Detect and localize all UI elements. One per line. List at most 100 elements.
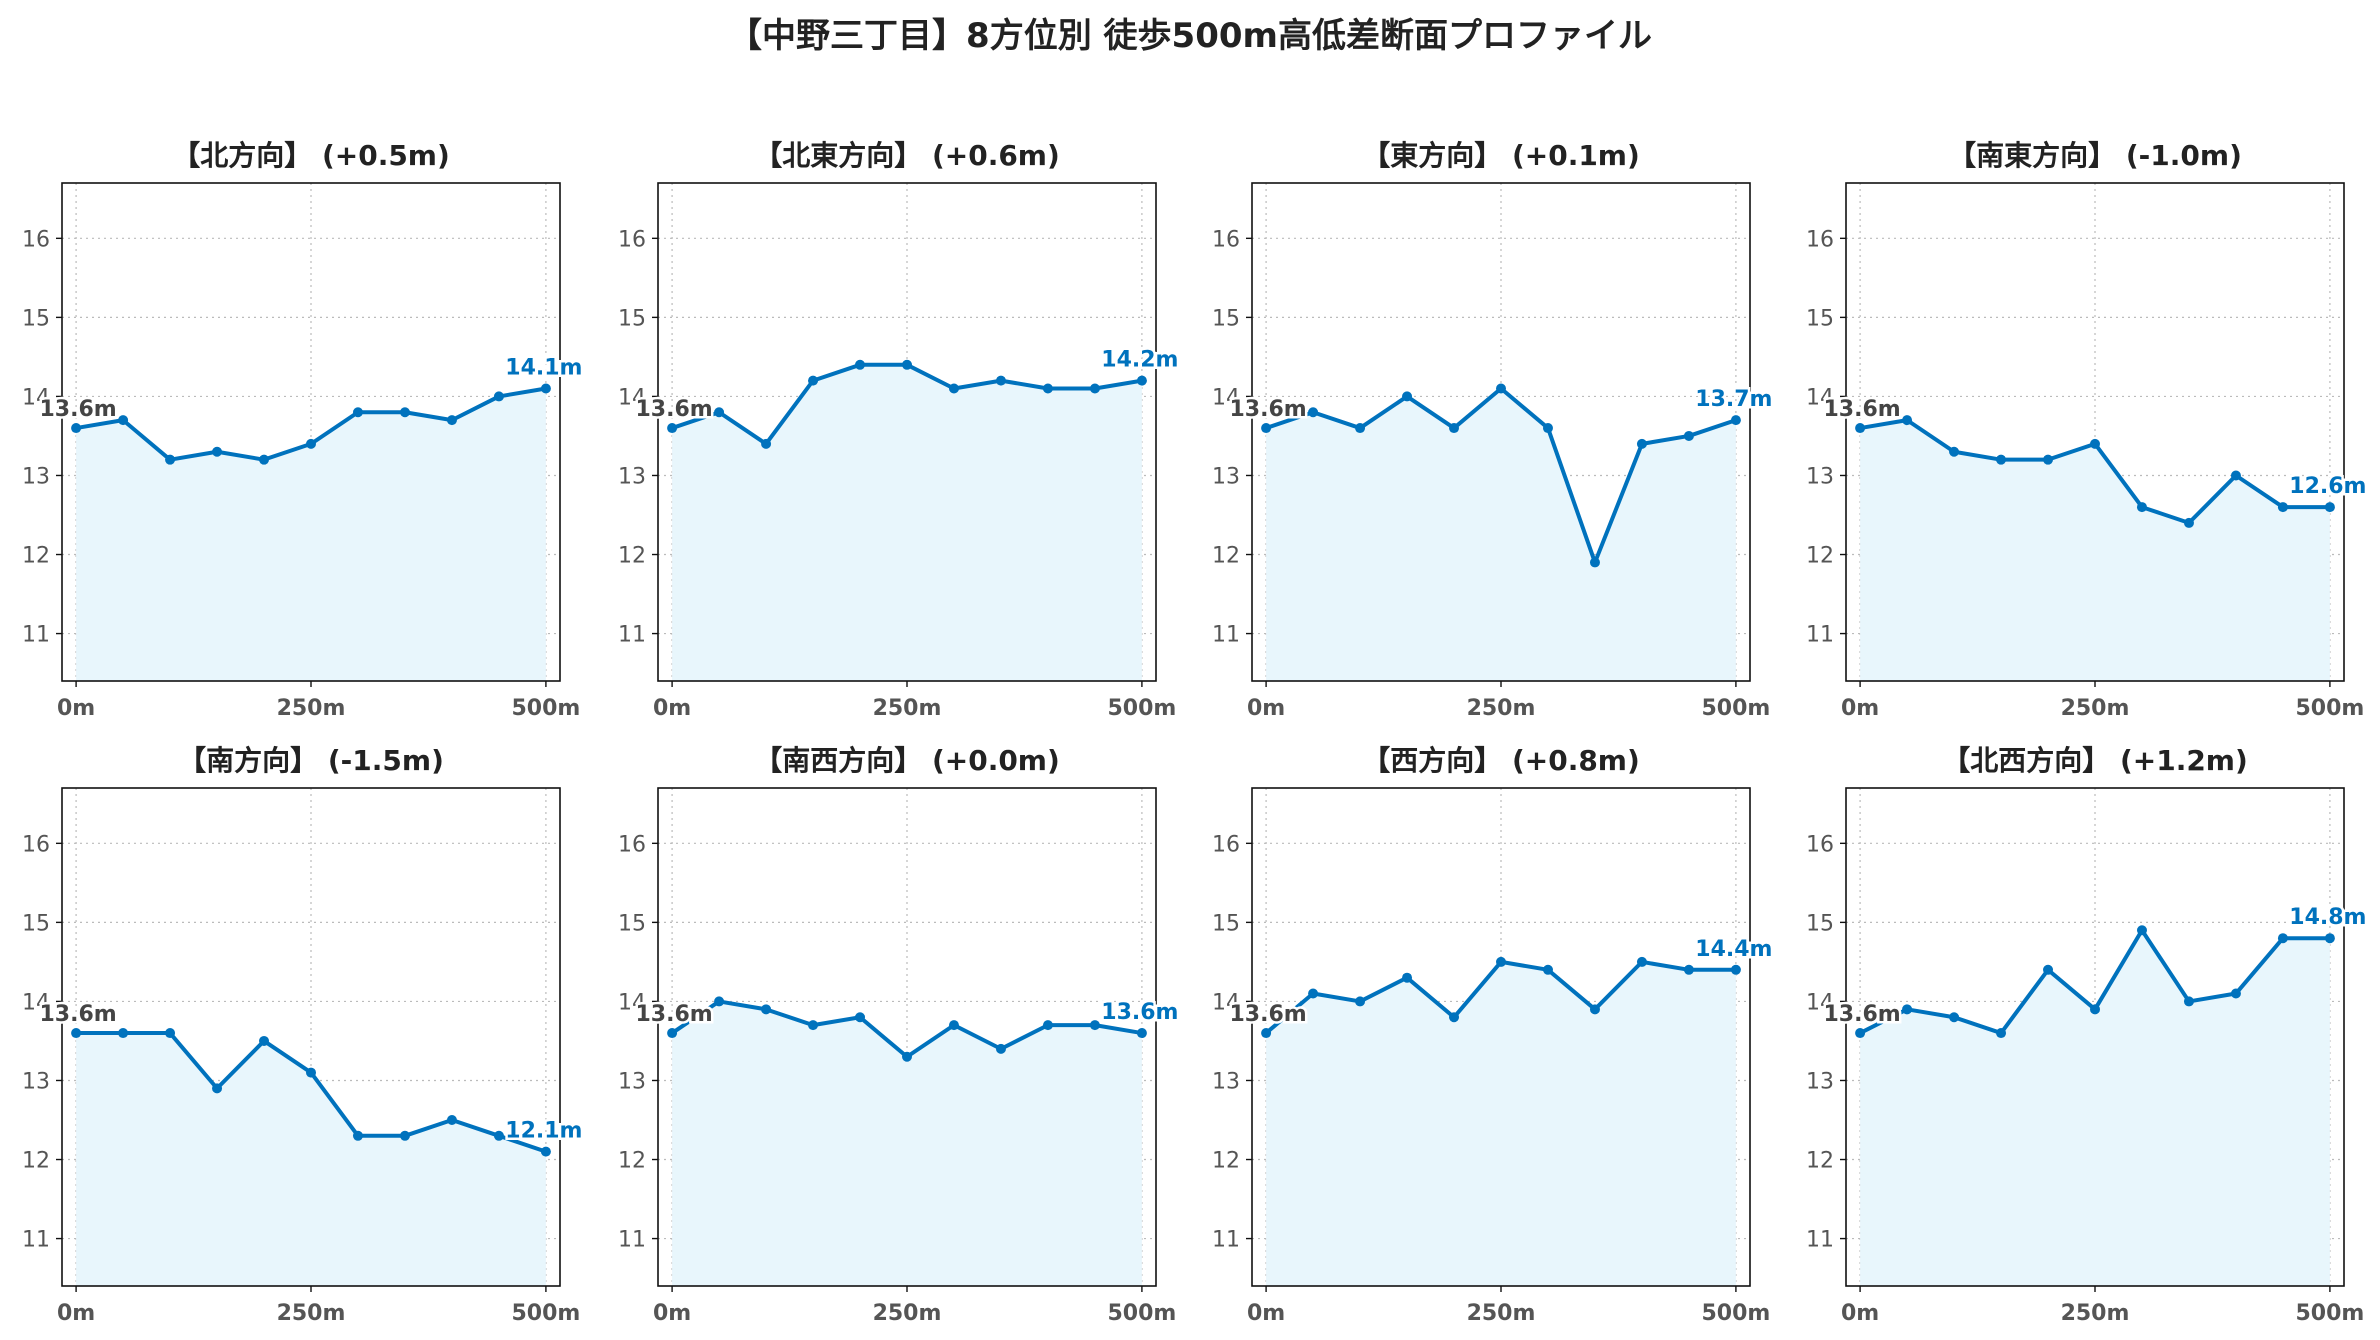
data-point <box>1636 438 1647 449</box>
y-tick-label: 13 <box>1212 1069 1240 1094</box>
y-tick-label: 16 <box>618 227 646 252</box>
data-point <box>1136 1028 1147 1039</box>
data-point <box>714 407 725 418</box>
data-point <box>2230 988 2241 999</box>
data-point <box>259 454 270 465</box>
y-tick-label: 13 <box>618 464 646 489</box>
data-point <box>1308 988 1319 999</box>
y-tick-label: 12 <box>618 1149 646 1174</box>
data-point <box>995 375 1006 386</box>
area-fill <box>672 1001 1142 1286</box>
data-point <box>446 415 457 426</box>
data-point <box>399 407 410 418</box>
end-value-label: 12.1m <box>505 1119 582 1144</box>
data-point <box>259 1035 270 1046</box>
data-point <box>493 391 504 402</box>
y-tick-label: 11 <box>1806 1228 1834 1253</box>
x-tick-label: 250m <box>277 696 346 721</box>
data-point <box>118 415 129 426</box>
data-point <box>2043 454 2054 465</box>
y-tick-label: 16 <box>1806 832 1834 857</box>
end-value-label: 14.1m <box>505 356 582 381</box>
data-point <box>352 1130 363 1141</box>
y-tick-label: 15 <box>618 306 646 331</box>
main-title: 【中野三丁目】8方位別 徒歩500m高低差断面プロファイル <box>728 16 1652 56</box>
y-tick-label: 14 <box>1806 990 1834 1015</box>
x-tick-label: 0m <box>1247 696 1285 721</box>
data-point <box>1402 391 1413 402</box>
data-point <box>1683 964 1694 975</box>
x-tick-label: 500m <box>511 1301 580 1326</box>
y-tick-label: 14 <box>1212 990 1240 1015</box>
data-point <box>1542 964 1553 975</box>
end-value-label: 14.2m <box>1101 348 1178 373</box>
x-tick-label: 0m <box>653 696 691 721</box>
y-tick-label: 13 <box>1212 464 1240 489</box>
data-point <box>902 359 912 370</box>
chart-panel-6: 11 12 13 14 15 16 0m 250m 500m 【南西方向】 (+0.0m) 13.6… <box>618 744 1181 1326</box>
x-tick-label: 500m <box>2295 1301 2364 1326</box>
data-point <box>761 1004 772 1015</box>
start-value-label: 13.6m <box>635 1002 712 1027</box>
data-point <box>1042 383 1053 394</box>
y-tick-label: 12 <box>1212 544 1240 569</box>
start-value-label: 13.6m <box>1229 1002 1306 1027</box>
data-point <box>714 996 725 1007</box>
y-tick-label: 13 <box>22 1069 50 1094</box>
data-point <box>165 1028 176 1039</box>
data-point <box>1683 430 1694 441</box>
y-tick-label: 11 <box>1806 623 1834 648</box>
y-tick-label: 15 <box>1212 306 1240 331</box>
data-point <box>2183 517 2194 528</box>
data-point <box>1449 423 1460 434</box>
y-tick-label: 16 <box>1212 227 1240 252</box>
subplot-title: 【南西方向】 (+0.0m) <box>754 744 1060 777</box>
x-tick-label: 250m <box>873 696 942 721</box>
y-tick-label: 11 <box>618 1228 646 1253</box>
subplot-title: 【西方向】 (+0.8m) <box>1362 744 1640 777</box>
x-tick-label: 500m <box>1107 1301 1176 1326</box>
y-tick-label: 12 <box>1806 1149 1834 1174</box>
data-point <box>1355 996 1366 1007</box>
area-fill <box>1266 388 1736 681</box>
data-point <box>808 375 819 386</box>
y-tick-label: 13 <box>22 464 50 489</box>
data-point <box>2230 470 2241 481</box>
y-tick-label: 16 <box>22 227 50 252</box>
y-tick-label: 11 <box>618 623 646 648</box>
chart-panel-2: 11 12 13 14 15 16 0m 250m 500m 【北東方向】 (+0.6m) 13.6… <box>618 139 1181 721</box>
data-point <box>118 1028 129 1039</box>
data-point <box>1996 1028 2007 1039</box>
y-tick-label: 14 <box>22 385 50 410</box>
end-value-label: 13.7m <box>1695 387 1772 412</box>
data-point <box>71 423 82 434</box>
start-value-label: 13.6m <box>1229 397 1306 422</box>
start-value-label: 13.6m <box>39 1002 116 1027</box>
data-point <box>1730 964 1741 975</box>
data-point <box>399 1130 410 1141</box>
area-fill <box>672 364 1142 681</box>
data-point <box>995 1043 1006 1054</box>
area-fill <box>1860 420 2330 681</box>
data-point <box>2277 933 2288 944</box>
y-tick-label: 16 <box>22 832 50 857</box>
end-value-label: 14.4m <box>1695 937 1772 962</box>
y-tick-label: 11 <box>1212 1228 1240 1253</box>
data-point <box>2183 996 2194 1007</box>
data-point <box>2136 502 2147 513</box>
data-point <box>2324 933 2335 944</box>
data-point <box>1496 956 1506 967</box>
y-tick-label: 11 <box>22 623 50 648</box>
data-point <box>2277 502 2288 513</box>
data-point <box>2090 438 2100 449</box>
area-fill <box>76 388 546 681</box>
data-point <box>1855 423 1866 434</box>
chart-panel-4: 11 12 13 14 15 16 0m 250m 500m 【南東方向】 (-1.0m) 13.6… <box>1806 139 2369 721</box>
x-tick-label: 0m <box>653 1301 691 1326</box>
y-tick-label: 15 <box>1806 911 1834 936</box>
y-tick-label: 16 <box>1212 832 1240 857</box>
data-point <box>493 1130 504 1141</box>
x-tick-label: 250m <box>277 1301 346 1326</box>
data-point <box>1949 446 1960 457</box>
data-point <box>667 1028 678 1039</box>
